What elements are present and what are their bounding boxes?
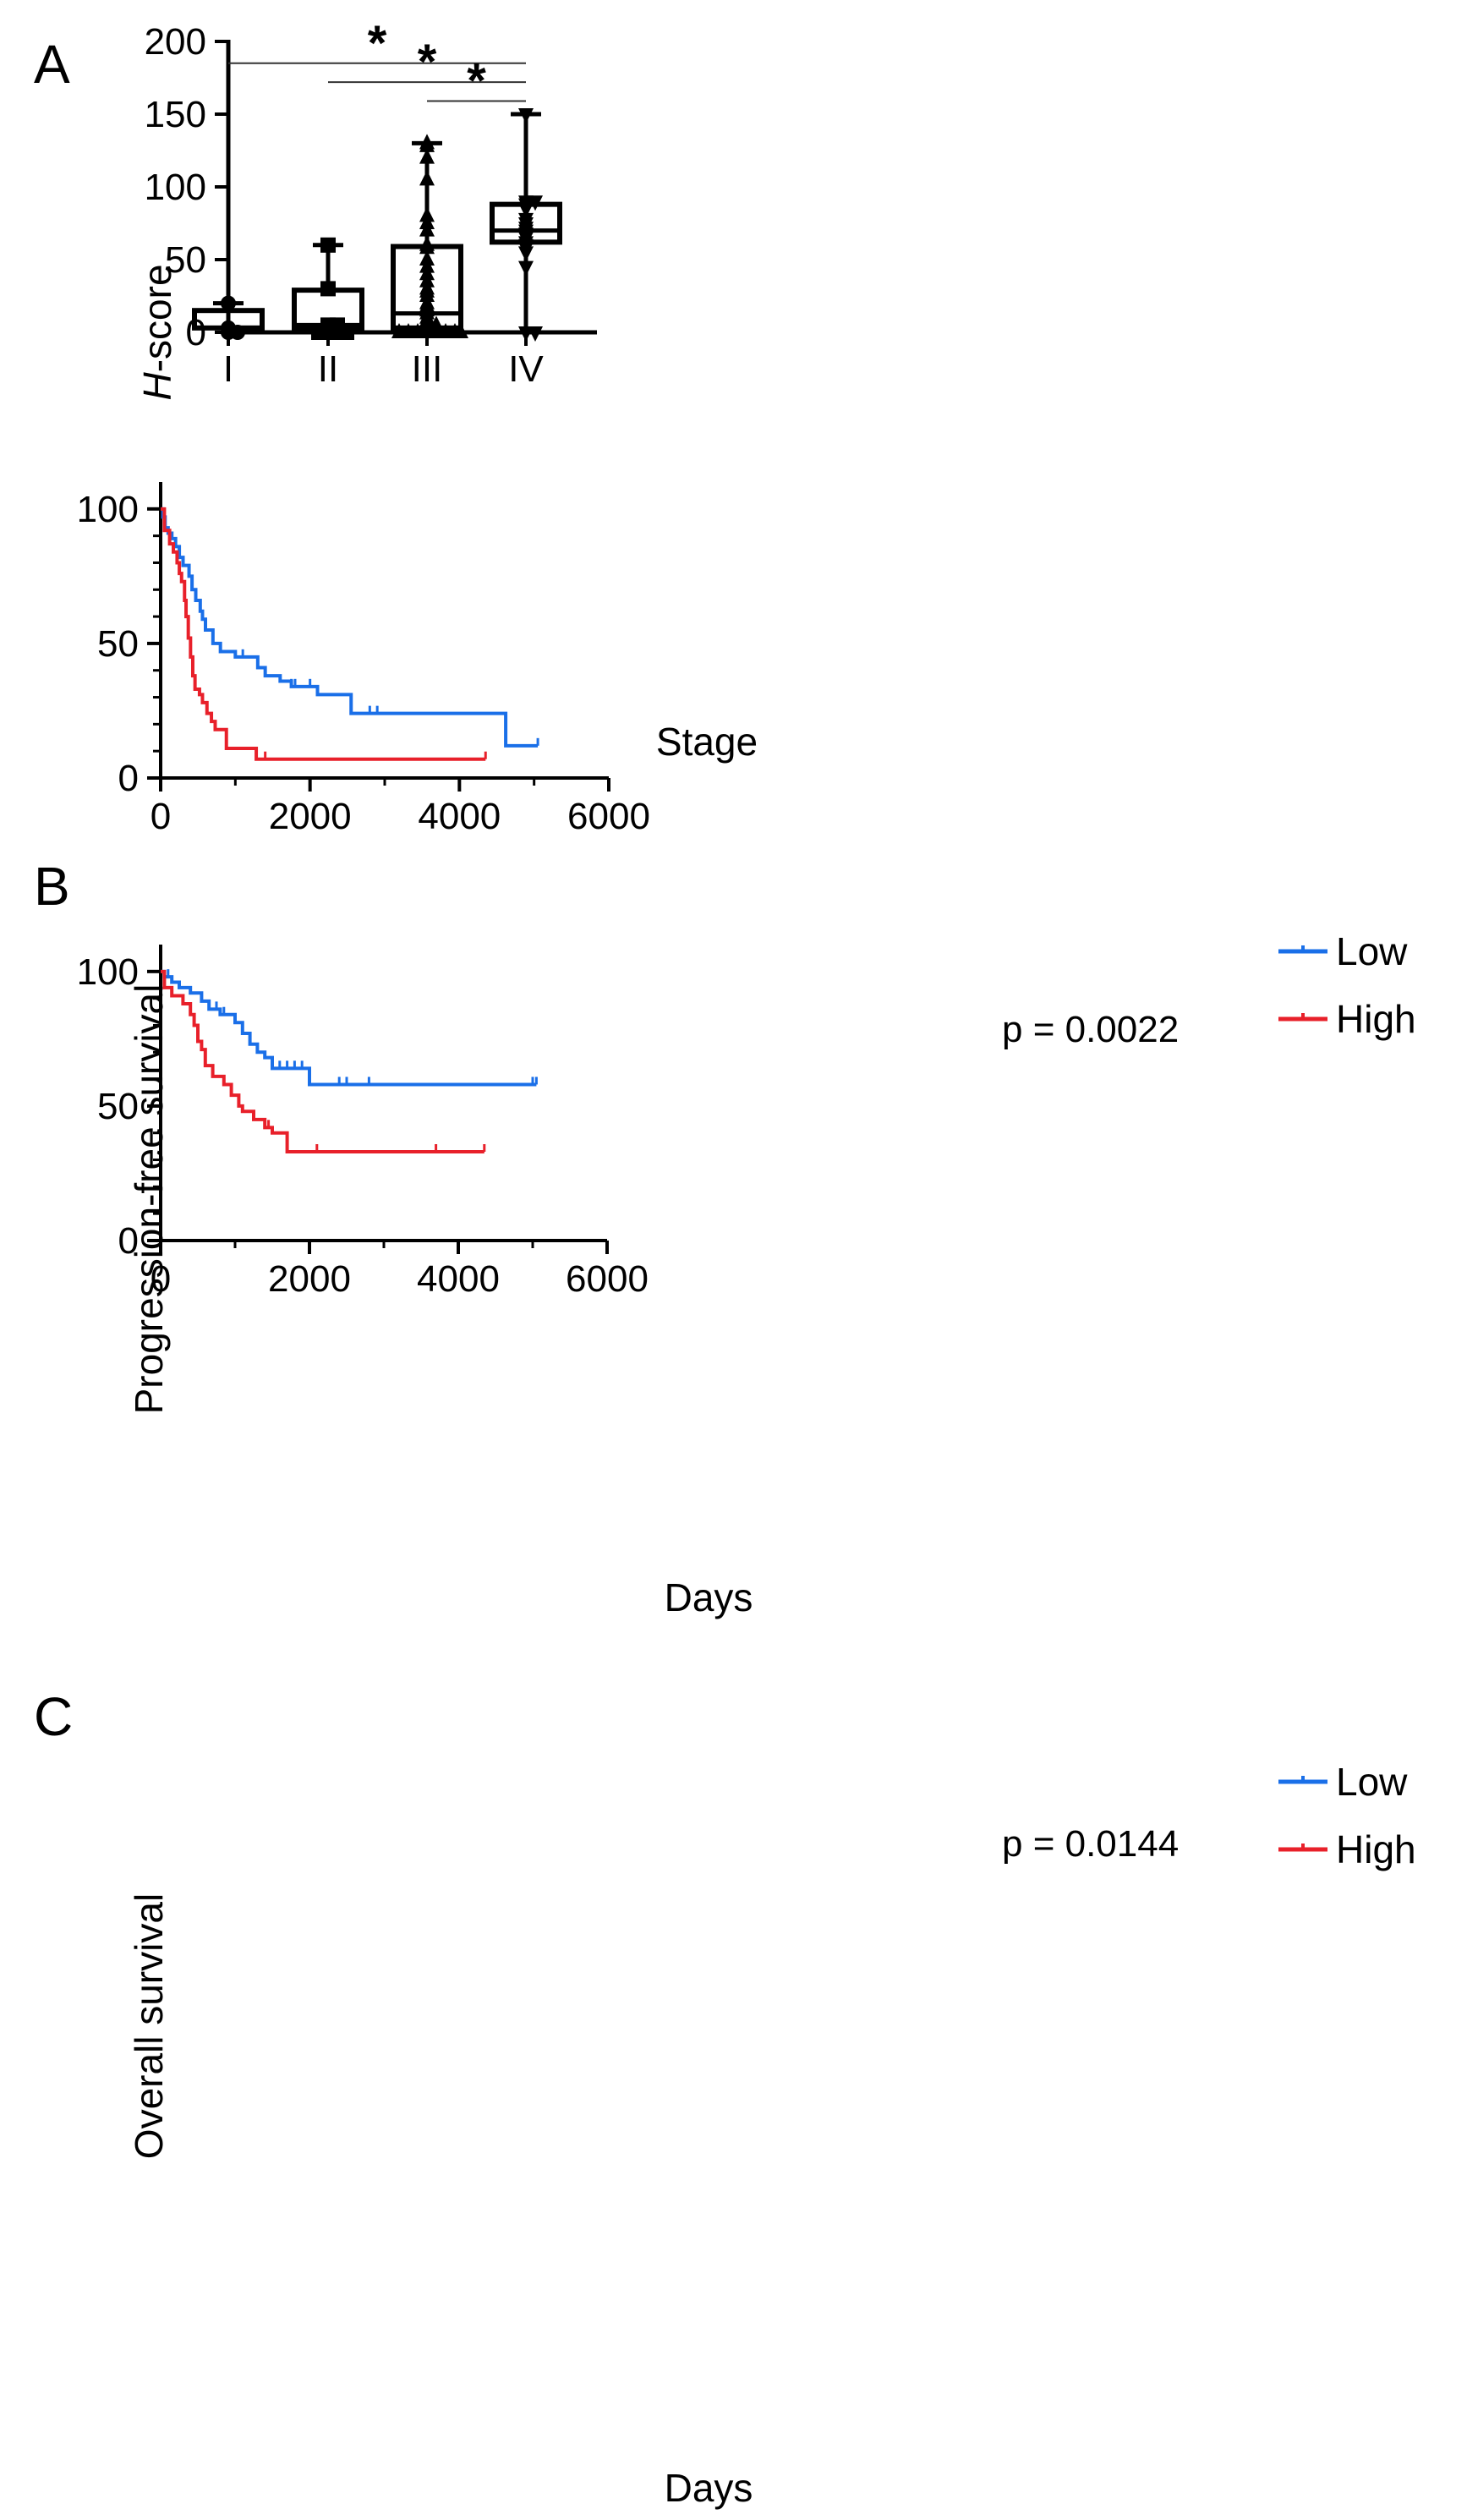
panel-letter-a: A (34, 34, 70, 95)
panel-letter-c: C (34, 1686, 73, 1747)
panel-a-y-tick-label: 200 (145, 21, 206, 63)
data-point (311, 325, 326, 340)
panel-c-axes: 0 50 100 0 2000 4000 6000 (77, 945, 649, 1300)
panel-a-significance: * * * (228, 16, 526, 109)
data-point (391, 323, 407, 338)
data-point (221, 295, 236, 311)
x-tick-label: 6000 (566, 1258, 649, 1300)
data-point (230, 325, 245, 340)
x-tick-label: 4000 (418, 796, 501, 837)
y-tick-label: 100 (77, 951, 139, 993)
data-point (320, 237, 336, 253)
survival-curve-low (161, 969, 537, 1087)
y-tick-label: 50 (97, 1086, 139, 1127)
box-ii (292, 237, 364, 340)
panel-a-x-label: Stage (656, 720, 758, 764)
panel-a-y-tick-label: 150 (145, 94, 206, 135)
y-tick-label: 0 (118, 1220, 139, 1262)
significance-star: * (418, 35, 437, 90)
box-iv (490, 108, 562, 342)
panel-c: C Overall survival Days p = 0.0144 0 50 10… (34, 945, 1416, 2510)
data-point (518, 202, 534, 218)
data-point (528, 326, 543, 342)
panel-a-x-tick-label: III (412, 348, 443, 390)
box-iii (391, 134, 468, 338)
panel-a-y-tick-label: 50 (165, 239, 206, 281)
x-tick-label: 6000 (567, 796, 650, 837)
panel-c-legend-high: High (1336, 1827, 1416, 1871)
panel-c-x-label: Days (665, 2466, 753, 2510)
panel-b-x-label: Days (665, 1575, 753, 1619)
panel-b-p-value: p = 0.0022 (1002, 1009, 1179, 1050)
panel-b-axes: 0 50 100 0 2000 4000 6000 (77, 482, 650, 837)
data-point (419, 170, 435, 186)
survival-curve-low (161, 507, 539, 748)
panel-c-curves (161, 969, 538, 1153)
panel-c-y-label: Overall survival (127, 1893, 171, 2159)
data-point (518, 260, 534, 277)
panel-a-x-tick-label: IV (508, 348, 544, 390)
y-tick-label: 50 (97, 623, 139, 665)
y-tick-label: 100 (77, 489, 139, 530)
x-tick-label: 0 (151, 1258, 171, 1300)
survival-curve-high (161, 507, 486, 761)
panel-a-x-tick-label: II (318, 348, 338, 390)
data-point (419, 148, 435, 164)
survival-curve-high (161, 969, 484, 1153)
panel-b-legend-low: Low (1336, 929, 1408, 973)
y-tick-label: 0 (118, 758, 139, 799)
x-tick-label: 2000 (268, 1258, 351, 1300)
data-point (419, 238, 435, 255)
panel-c-legend: Low High (1278, 1760, 1416, 1871)
x-tick-label: 4000 (417, 1258, 500, 1300)
data-point (518, 108, 534, 123)
box-i (192, 295, 265, 340)
x-tick-label: 0 (151, 796, 171, 837)
data-point (320, 281, 336, 297)
panel-letter-b: B (34, 856, 70, 917)
panel-b: B Progression-free survival Days p = 0.0… (34, 482, 1416, 1619)
panel-a-x-tick-label: I (223, 348, 233, 390)
panel-a-y-tick-label: 100 (145, 167, 206, 208)
data-point (339, 325, 354, 340)
data-point (419, 136, 435, 152)
panel-a-boxes (192, 108, 562, 342)
data-point (453, 323, 468, 338)
panel-b-legend: Low High (1278, 929, 1416, 1041)
data-point (419, 221, 435, 237)
panel-c-legend-low: Low (1336, 1760, 1408, 1804)
panel-c-p-value: p = 0.0144 (1002, 1823, 1179, 1865)
panel-b-y-label: Progression-free survival (127, 984, 171, 1415)
data-point (518, 246, 534, 262)
significance-star: * (368, 16, 387, 71)
panel-b-legend-high: High (1336, 997, 1416, 1041)
panel-a-y-label: H-score (135, 264, 179, 400)
x-tick-label: 2000 (269, 796, 352, 837)
panel-b-curves (161, 507, 539, 761)
significance-star: * (467, 54, 486, 109)
